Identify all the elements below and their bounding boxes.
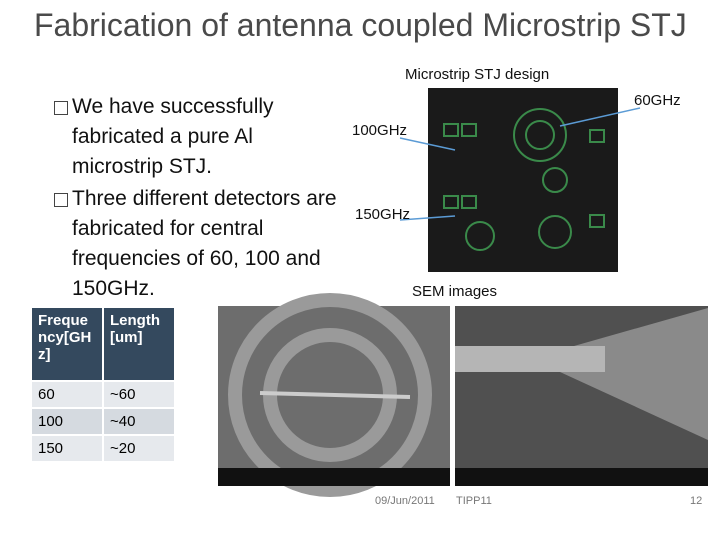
figure-label: 60GHz [634, 92, 681, 109]
figure-label: 100GHz [352, 122, 408, 139]
cell: ~60 [104, 382, 174, 407]
header-cell: Frequency[GHz] [32, 308, 102, 380]
title: Fabrication of antenna coupled Microstri… [34, 7, 687, 43]
page-number: 12 [690, 495, 703, 507]
header-cell: Length[um] [104, 308, 174, 380]
cell: 100 [32, 409, 102, 434]
footer-event: TIPP11 [456, 495, 492, 507]
figure-caption: Microstrip STJ design [405, 66, 550, 83]
bullet-text: We have successfully fabricated a pure A… [72, 95, 274, 178]
bullet: Three different detectors are fabricated… [54, 184, 342, 304]
bullet: We have successfully fabricated a pure A… [54, 92, 342, 182]
table: Frequency[GHz] Length[um] 60 ~60 100 ~40 15… [30, 306, 176, 463]
chip-photo [428, 88, 618, 272]
cell: 150 [32, 436, 102, 461]
cell: ~40 [104, 409, 174, 434]
bullet-text: Three different detectors are fabricated… [72, 187, 337, 300]
cell: 60 [32, 382, 102, 407]
sem-caption: SEM images [412, 283, 498, 300]
cell: ~20 [104, 436, 174, 461]
figure-label: 150GHz [355, 206, 411, 223]
footer-date: 09/Jun/2011 [375, 495, 435, 507]
